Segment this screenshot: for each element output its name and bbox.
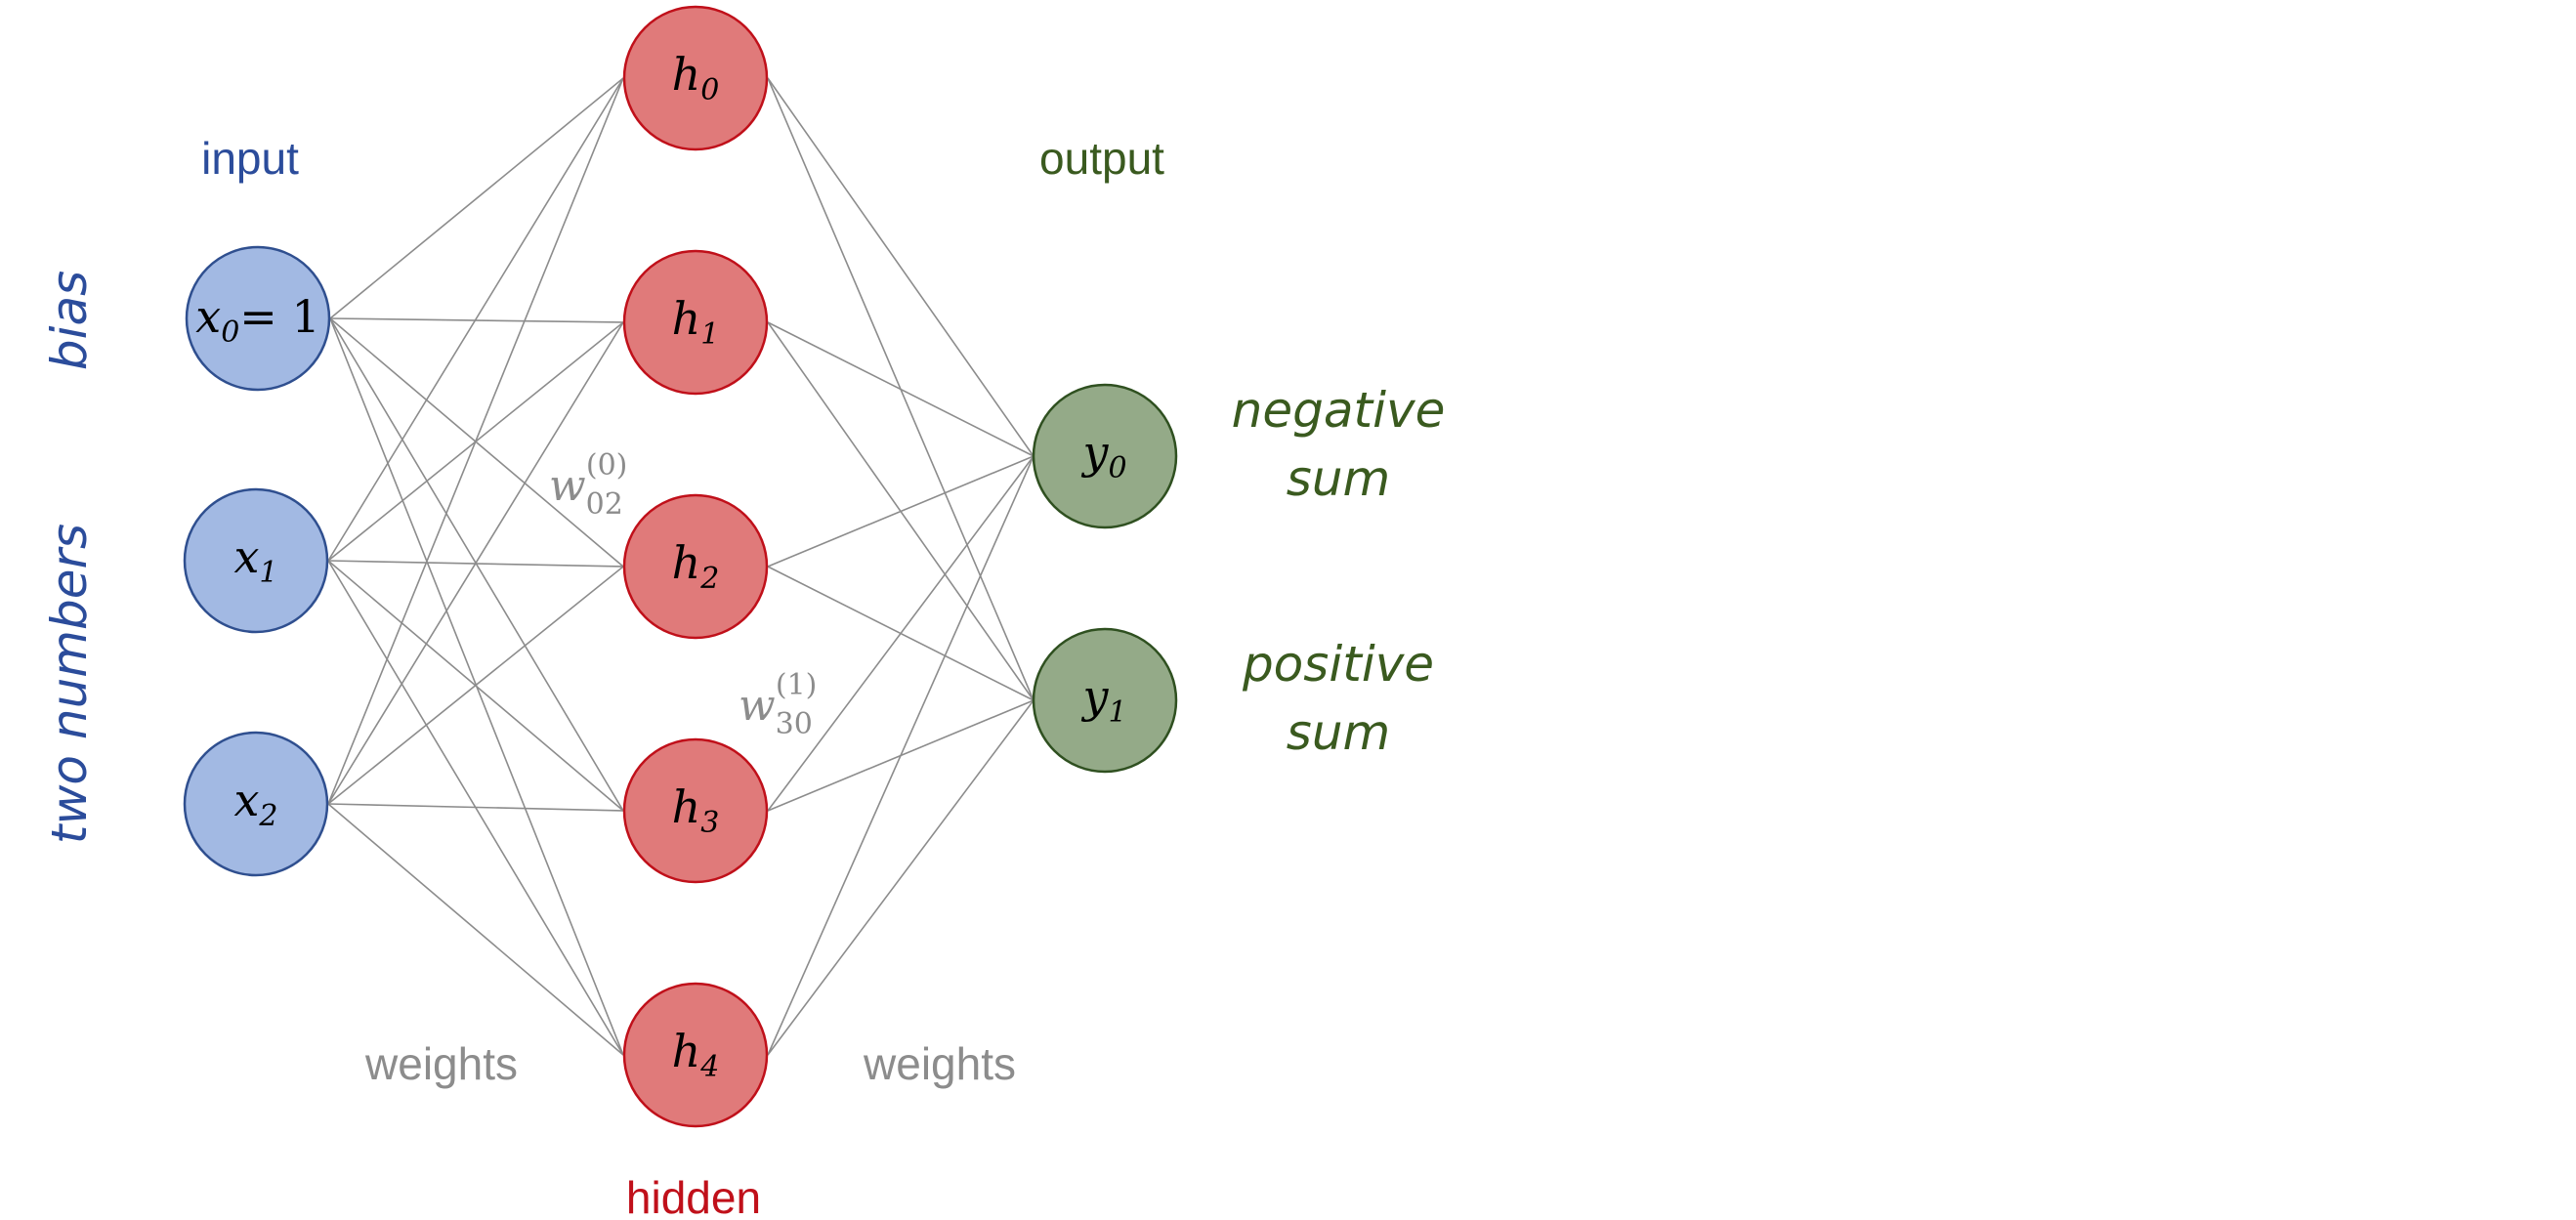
hidden-node-h1: h1 bbox=[622, 249, 769, 396]
edge-x2-h4 bbox=[327, 803, 624, 1056]
output-node-y0: y0 bbox=[1032, 383, 1178, 529]
weight-annotation-w02: w02(0) bbox=[549, 448, 627, 522]
hidden-node-h3-label: h3 bbox=[672, 780, 720, 840]
negative-label: negative bbox=[1232, 382, 1446, 439]
positive-label: positive bbox=[1242, 636, 1434, 693]
edge-x1-h0 bbox=[327, 77, 624, 562]
output-layer-title: output bbox=[1039, 133, 1164, 184]
output-node-y1: y1 bbox=[1032, 627, 1178, 774]
hidden-node-h0-label: h0 bbox=[672, 48, 720, 107]
hidden-node-h4-label: h4 bbox=[672, 1025, 720, 1084]
weight-annotation-w30: w30(1) bbox=[739, 668, 817, 741]
edge-h4-y1 bbox=[767, 699, 1035, 1056]
edge-x2-h2 bbox=[327, 566, 624, 805]
input-node-x1-label: x1 bbox=[233, 530, 277, 590]
hidden-layer-title: hidden bbox=[626, 1172, 761, 1220]
input-node-circle bbox=[185, 245, 331, 392]
edge-x2-h0 bbox=[327, 77, 624, 805]
hidden-node-h1-label: h1 bbox=[672, 292, 720, 352]
input-layer: x0= 1 x1 x2 bbox=[183, 245, 331, 877]
edge-x2-h1 bbox=[327, 321, 624, 805]
output-node-circle bbox=[1032, 383, 1178, 529]
hidden-node-circle bbox=[622, 982, 769, 1128]
edge-x0-h0 bbox=[329, 77, 624, 319]
input-node-circle bbox=[183, 731, 329, 877]
edge-x0-h1 bbox=[329, 317, 624, 323]
negative-sum-label: sum bbox=[1287, 450, 1390, 507]
input-node-circle bbox=[183, 487, 329, 634]
weights-label-right: weights bbox=[863, 1038, 1016, 1089]
hidden-layer: h0 h1 h2 h3 h4 bbox=[622, 5, 769, 1128]
input-layer-title: input bbox=[201, 133, 299, 184]
output-layer: y0 y1 bbox=[1032, 383, 1178, 774]
input-node-x2-label: x2 bbox=[233, 774, 277, 833]
output-node-y1-label: y1 bbox=[1080, 670, 1126, 730]
input-node-x1: x1 bbox=[183, 487, 329, 634]
hidden-node-circle bbox=[622, 5, 769, 151]
edge-h2-y0 bbox=[767, 455, 1035, 568]
connection-edges bbox=[327, 77, 1035, 1056]
edge-x0-h3 bbox=[329, 317, 624, 812]
hidden-node-circle bbox=[622, 493, 769, 640]
bias-side-label: bias bbox=[41, 271, 98, 370]
weights-label-left: weights bbox=[364, 1038, 518, 1089]
output-node-circle bbox=[1032, 627, 1178, 774]
hidden-node-h2-label: h2 bbox=[672, 536, 720, 596]
hidden-node-h2: h2 bbox=[622, 493, 769, 640]
input-node-x2: x2 bbox=[183, 731, 329, 877]
hidden-node-h3: h3 bbox=[622, 737, 769, 884]
output-node-y0-label: y0 bbox=[1080, 426, 1126, 485]
positive-sum-label: sum bbox=[1287, 704, 1390, 761]
edge-h0-y0 bbox=[767, 77, 1035, 457]
hidden-node-h0: h0 bbox=[622, 5, 769, 151]
input-node-x0: x0= 1 bbox=[185, 245, 331, 392]
hidden-node-circle bbox=[622, 249, 769, 396]
hidden-node-circle bbox=[622, 737, 769, 884]
input-node-x0-label: x0= 1 bbox=[195, 290, 319, 350]
two-numbers-side-label: two numbers bbox=[41, 524, 98, 844]
edge-x2-h3 bbox=[327, 803, 624, 812]
edge-h3-y0 bbox=[767, 455, 1035, 812]
hidden-node-h4: h4 bbox=[622, 982, 769, 1128]
edge-h1-y0 bbox=[767, 321, 1035, 457]
edge-h4-y0 bbox=[767, 455, 1035, 1056]
edge-x0-h2 bbox=[329, 317, 624, 568]
